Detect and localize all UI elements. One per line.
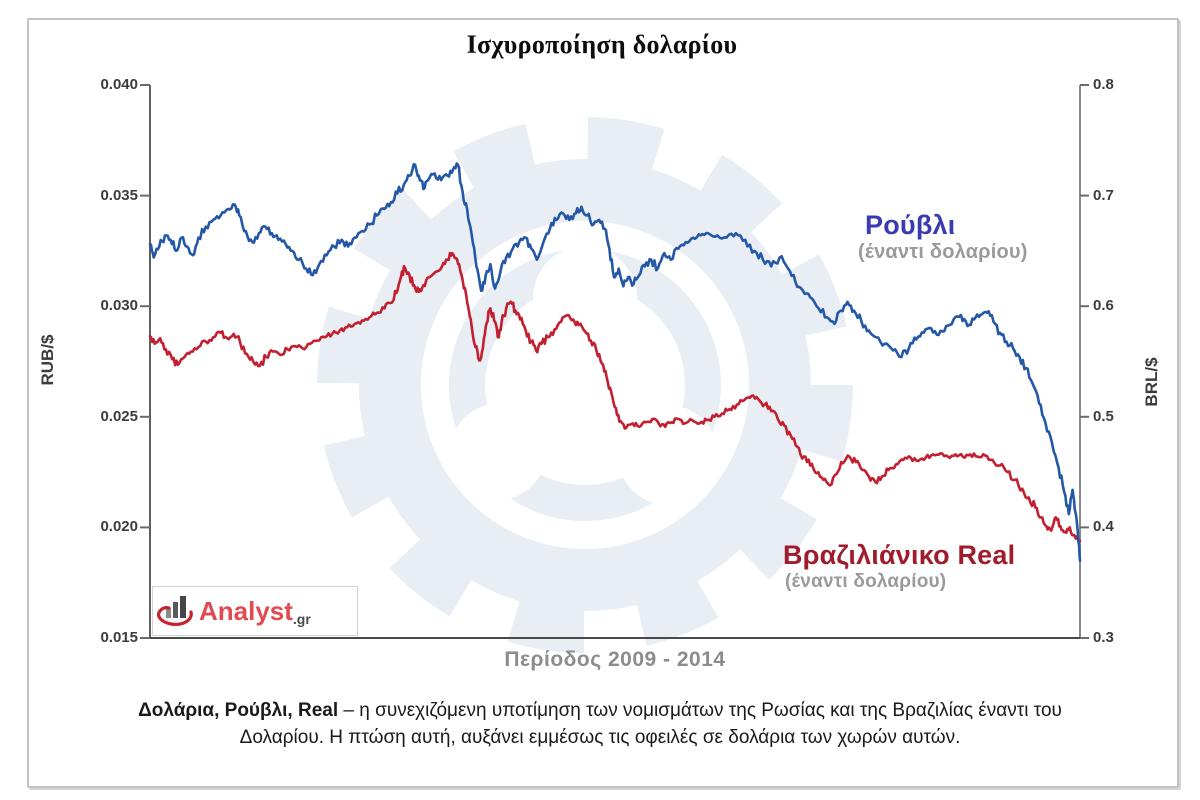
logo-brand-text: Analyst: [199, 595, 293, 626]
caption-body: – η συνεχιζόμενη υποτίμηση των νομισμάτω…: [239, 700, 1062, 748]
ruble-legend-sub: (έναντι δολαρίου): [858, 241, 1028, 263]
left-axis-title: RUB/$: [38, 334, 57, 386]
chart-caption: Δολάρια, Ρούβλι, Real – η συνεχιζόμενη υ…: [95, 697, 1105, 751]
real-legend-label: Βραζιλιάνικο Real: [783, 540, 1016, 570]
bar-chart-swoosh-icon: [157, 596, 193, 626]
real-legend-sub: (έναντι δολαρίου): [785, 571, 947, 592]
logo-tld-text: .gr: [292, 611, 311, 627]
caption-lead: Δολάρια, Ρούβλι, Real: [138, 700, 339, 721]
ruble-legend-label: Ρούβλι: [865, 210, 956, 240]
x-axis-period-label: Περίοδος 2009 - 2014: [504, 648, 726, 671]
real-series-line: [148, 251, 1082, 544]
analyst-logo: Analyst .gr: [152, 586, 358, 636]
chart-title: Ισχυροποίηση δολαρίου: [466, 30, 738, 59]
ruble-series-line: [148, 162, 1082, 562]
axis-tick-marks: [140, 84, 1089, 639]
right-axis-title: BRL/$: [1142, 357, 1161, 407]
gear-watermark-holes: [450, 246, 718, 505]
